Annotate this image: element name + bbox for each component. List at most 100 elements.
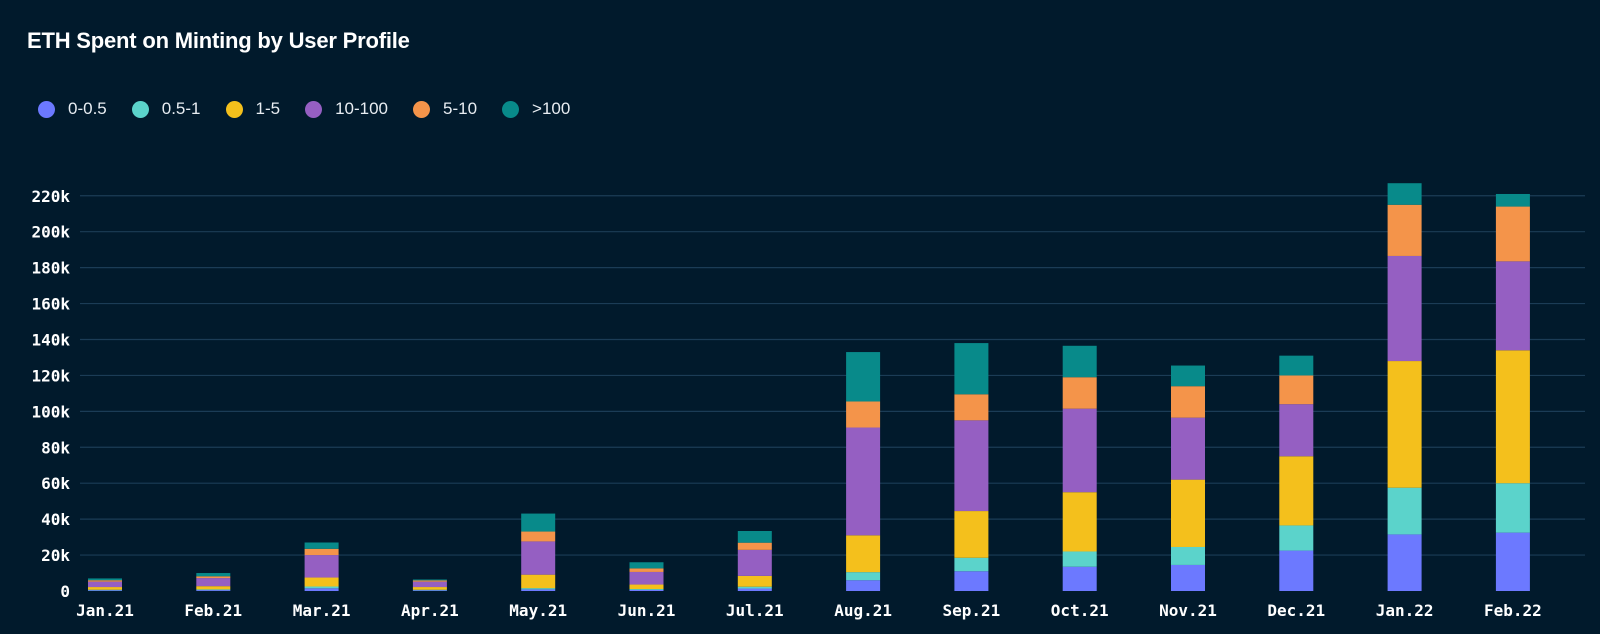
bar-segment[interactable]	[88, 578, 122, 581]
bar-segment[interactable]	[412, 580, 447, 582]
bar-segment[interactable]	[1495, 261, 1530, 351]
bar-segment[interactable]	[88, 590, 122, 591]
bar-segment[interactable]	[629, 589, 664, 590]
bar-segment[interactable]	[196, 576, 231, 579]
bar-segment[interactable]	[954, 343, 989, 395]
bar-segment[interactable]	[1387, 361, 1422, 488]
bar-segment[interactable]	[1062, 492, 1097, 552]
bar-segment[interactable]	[196, 573, 231, 577]
bar-segment[interactable]	[1062, 551, 1097, 567]
bar-segment[interactable]	[629, 562, 664, 569]
bar-segment[interactable]	[88, 589, 122, 591]
legend-item[interactable]: 0-0.5	[38, 99, 107, 119]
bar-segment[interactable]	[954, 420, 989, 512]
bar-segment[interactable]	[1495, 193, 1530, 207]
bar-segment[interactable]	[304, 577, 339, 587]
bar-segment[interactable]	[1171, 479, 1205, 547]
bar-segment[interactable]	[737, 575, 772, 587]
bar-segment[interactable]	[1171, 546, 1205, 565]
bar-segment[interactable]	[737, 586, 772, 589]
bar-segment[interactable]	[629, 571, 664, 585]
bar-segment[interactable]	[304, 555, 339, 578]
bar-segment[interactable]	[737, 588, 772, 591]
bar-segment[interactable]	[88, 587, 122, 590]
bar-segment[interactable]	[846, 427, 881, 536]
bar-segment[interactable]	[737, 542, 772, 550]
bar-segment[interactable]	[521, 589, 556, 591]
bar-segment[interactable]	[88, 580, 122, 582]
bar-segment[interactable]	[1387, 204, 1422, 256]
bar-segment[interactable]	[737, 549, 772, 576]
bar-segment[interactable]	[196, 589, 231, 591]
bar-segment[interactable]	[196, 578, 231, 587]
bar-segment[interactable]	[1279, 550, 1314, 591]
x-tick-label: Mar.21	[293, 601, 351, 620]
bar-segment[interactable]	[1171, 386, 1205, 418]
legend-label: >100	[532, 99, 571, 118]
bar-segment[interactable]	[1495, 483, 1530, 533]
bar-segment[interactable]	[196, 590, 231, 591]
bar-segment[interactable]	[954, 571, 989, 591]
bar-segment[interactable]	[412, 579, 447, 581]
y-tick-label: 120k	[31, 366, 70, 385]
bar-segment[interactable]	[1062, 408, 1097, 493]
legend-item[interactable]: 0.5-1	[131, 99, 201, 119]
bar-segment[interactable]	[1387, 534, 1422, 591]
legend-item[interactable]: 1-5	[225, 99, 280, 119]
bar-segment[interactable]	[1387, 487, 1422, 535]
bar-segment[interactable]	[412, 589, 447, 591]
bar-segment[interactable]	[1171, 365, 1205, 387]
bar-segment[interactable]	[629, 584, 664, 590]
bar-segment[interactable]	[954, 557, 989, 572]
bar-segment[interactable]	[88, 581, 122, 588]
bar-segment[interactable]	[1387, 183, 1422, 205]
bar-segment[interactable]	[737, 530, 772, 543]
legend-item[interactable]: >100	[502, 99, 570, 119]
bar-segment[interactable]	[521, 513, 556, 532]
bar-segment[interactable]	[304, 586, 339, 589]
bar-segment[interactable]	[1279, 456, 1314, 526]
bar-segment[interactable]	[521, 541, 556, 575]
bar-segment[interactable]	[1495, 532, 1530, 591]
bar-segment[interactable]	[846, 580, 881, 591]
bar-segment[interactable]	[521, 531, 556, 542]
bar-segment[interactable]	[1171, 417, 1205, 480]
bar-segment[interactable]	[412, 590, 447, 591]
bar-segment[interactable]	[304, 542, 339, 549]
legend-label: 5-10	[443, 99, 478, 118]
bar-segment[interactable]	[629, 589, 664, 591]
bar-segment[interactable]	[846, 572, 881, 581]
legend-swatch	[131, 100, 149, 118]
bar-segment[interactable]	[846, 352, 881, 402]
bar-segment[interactable]	[846, 535, 881, 573]
bar-segment[interactable]	[1495, 206, 1530, 262]
bar-segment[interactable]	[304, 548, 339, 556]
bar-segment[interactable]	[1171, 564, 1205, 591]
bar-segment[interactable]	[954, 511, 989, 558]
x-tick-label: Oct.21	[1051, 601, 1109, 620]
bar-segment[interactable]	[629, 568, 664, 572]
bar-segment[interactable]	[1279, 375, 1314, 405]
bar-segment[interactable]	[304, 588, 339, 591]
y-tick-label: 200k	[31, 223, 70, 242]
bar-segment[interactable]	[1495, 350, 1530, 484]
bar-segment[interactable]	[412, 587, 447, 590]
bar-segment[interactable]	[1279, 525, 1314, 551]
bar-segment[interactable]	[1062, 345, 1097, 378]
bar-segment[interactable]	[1387, 255, 1422, 362]
legend-item[interactable]: 5-10	[413, 99, 477, 119]
y-tick-label: 180k	[31, 259, 70, 278]
bar-segment[interactable]	[1279, 404, 1314, 457]
bar-segment[interactable]	[521, 574, 556, 589]
bar-segment[interactable]	[1062, 377, 1097, 409]
y-tick-label: 140k	[31, 330, 70, 349]
bar-segment[interactable]	[846, 401, 881, 428]
bar-segment[interactable]	[196, 586, 231, 590]
bar-segment[interactable]	[1062, 566, 1097, 591]
bar-segment[interactable]	[412, 581, 447, 588]
legend-item[interactable]: 10-100	[305, 99, 388, 119]
bar-segment[interactable]	[521, 588, 556, 590]
bar-segment[interactable]	[1279, 355, 1314, 376]
bar-segment[interactable]	[954, 394, 989, 421]
